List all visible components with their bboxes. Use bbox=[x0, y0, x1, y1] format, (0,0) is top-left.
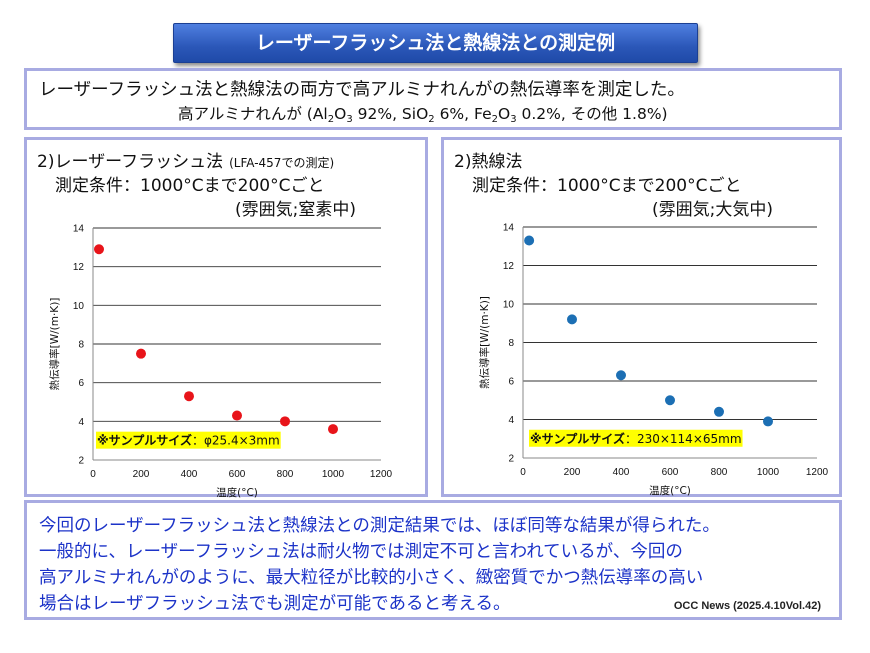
x-tick-label: 800 bbox=[277, 469, 294, 480]
intro-text: レーザーフラッシュ法と熱線法の両方で高アルミナれんがの熱伝導率を測定した。 bbox=[39, 80, 685, 100]
hot-wire-panel: 2)熱線法 測定条件：1000°Cまで200°Cごと (雰囲気;大気中) 2 4 6… bbox=[441, 137, 842, 497]
y-tick-label: 12 bbox=[73, 262, 85, 273]
data-point bbox=[232, 410, 242, 421]
y-axis-title: 熱伝導率[W/(m·K)] bbox=[478, 296, 491, 389]
x-tick-label: 0 bbox=[90, 469, 96, 480]
panel-title: 2)レーザーフラッシュ法 (LFA-457での測定) bbox=[37, 152, 335, 172]
y-tick-label: 4 bbox=[78, 417, 84, 428]
laser-flash-panel: 2)レーザーフラッシュ法 (LFA-457での測定) 測定条件：1000°Cまで2… bbox=[24, 137, 428, 500]
conclusion-line: 一般的に、レーザーフラッシュ法は耐火物では測定不可と言われているが、今回の bbox=[39, 542, 683, 562]
x-tick-label: 600 bbox=[662, 467, 679, 478]
y-tick-label: 10 bbox=[503, 300, 515, 311]
measurement-condition: 測定条件：1000°Cまで200°Cごと bbox=[472, 176, 742, 196]
data-point bbox=[328, 424, 338, 435]
x-tick-label: 1000 bbox=[322, 469, 345, 480]
data-point bbox=[524, 235, 535, 246]
x-axis-title: 温度(°C) bbox=[216, 486, 258, 499]
conclusion-box: 今回のレーザーフラッシュ法と熱線法との測定結果では、ほぼ同等な結果が得られた。 … bbox=[24, 500, 842, 620]
data-point bbox=[665, 395, 675, 406]
sample-size-highlight bbox=[529, 429, 743, 447]
data-point bbox=[94, 244, 104, 255]
conclusion-line: 場合はレーザフラッシュ法でも測定が可能であると考える。 bbox=[39, 594, 511, 614]
conclusion-line: 今回のレーザーフラッシュ法と熱線法との測定結果では、ほぼ同等な結果が得られた。 bbox=[39, 516, 720, 536]
x-axis-title: 温度(°C) bbox=[649, 484, 691, 497]
data-point bbox=[616, 370, 626, 381]
conclusion-line: 高アルミナれんがのように、最大粒径が比較的小さく、緻密質でかつ熱伝導率の高い bbox=[39, 568, 704, 588]
y-axis-title: 熱伝導率[W/(m·K)] bbox=[48, 298, 61, 391]
x-tick-label: 1200 bbox=[806, 467, 829, 478]
data-point bbox=[714, 406, 724, 417]
data-point bbox=[280, 416, 290, 427]
y-tick-label: 14 bbox=[503, 223, 515, 234]
sample-size-note: ※サンプルサイズ：230×114×65mm bbox=[530, 431, 742, 446]
data-point bbox=[136, 348, 146, 359]
measurement-condition: 測定条件：1000°Cまで200°Cごと bbox=[55, 176, 325, 196]
data-point bbox=[763, 416, 773, 427]
y-tick-label: 14 bbox=[73, 224, 85, 235]
atmosphere-condition: (雰囲気;大気中) bbox=[652, 200, 773, 220]
x-tick-label: 200 bbox=[133, 469, 150, 480]
x-tick-label: 0 bbox=[520, 467, 526, 478]
composition-text: 高アルミナれんが (Al2O3 92%, SiO2 6%, Fe2O3 0.2%… bbox=[178, 105, 668, 125]
sample-size-highlight bbox=[96, 431, 281, 449]
y-tick-label: 2 bbox=[508, 454, 514, 465]
laser-flash-chart: 2 4 6 8 10 12 14 0 200 400 600 800 1000 1200 温度(°C) 熱伝導… bbox=[48, 224, 393, 500]
y-tick-label: 10 bbox=[73, 301, 85, 312]
x-tick-label: 1200 bbox=[370, 469, 393, 480]
panel-title-note: (LFA-457での測定) bbox=[229, 156, 335, 170]
source-citation: OCC News (2025.4.10Vol.42) bbox=[673, 600, 821, 612]
data-point bbox=[567, 314, 577, 325]
y-tick-label: 6 bbox=[78, 378, 84, 389]
y-tick-label: 6 bbox=[508, 377, 514, 388]
page-title: レーザーフラッシュ法と熱線法との測定例 bbox=[173, 23, 698, 63]
y-tick-label: 8 bbox=[78, 340, 84, 351]
y-tick-label: 2 bbox=[78, 456, 84, 467]
atmosphere-condition: (雰囲気;窒素中) bbox=[235, 200, 356, 220]
x-tick-label: 800 bbox=[711, 467, 728, 478]
x-tick-label: 1000 bbox=[757, 467, 780, 478]
y-tick-label: 4 bbox=[508, 415, 514, 426]
hot-wire-chart: 2 4 6 8 10 12 14 0 200 400 600 800 1000 1200 温度(°C) 熱伝導… bbox=[478, 223, 829, 498]
y-tick-label: 8 bbox=[508, 338, 514, 349]
panel-title: 2)熱線法 bbox=[454, 152, 523, 172]
x-tick-label: 400 bbox=[181, 469, 198, 480]
x-tick-label: 400 bbox=[613, 467, 630, 478]
intro-box: レーザーフラッシュ法と熱線法の両方で高アルミナれんがの熱伝導率を測定した。 高ア… bbox=[24, 68, 842, 130]
sample-size-note: ※サンプルサイズ：φ25.4×3mm bbox=[97, 433, 280, 448]
y-tick-label: 12 bbox=[503, 261, 515, 272]
x-tick-label: 600 bbox=[229, 469, 246, 480]
data-point bbox=[184, 391, 194, 402]
x-tick-label: 200 bbox=[564, 467, 581, 478]
